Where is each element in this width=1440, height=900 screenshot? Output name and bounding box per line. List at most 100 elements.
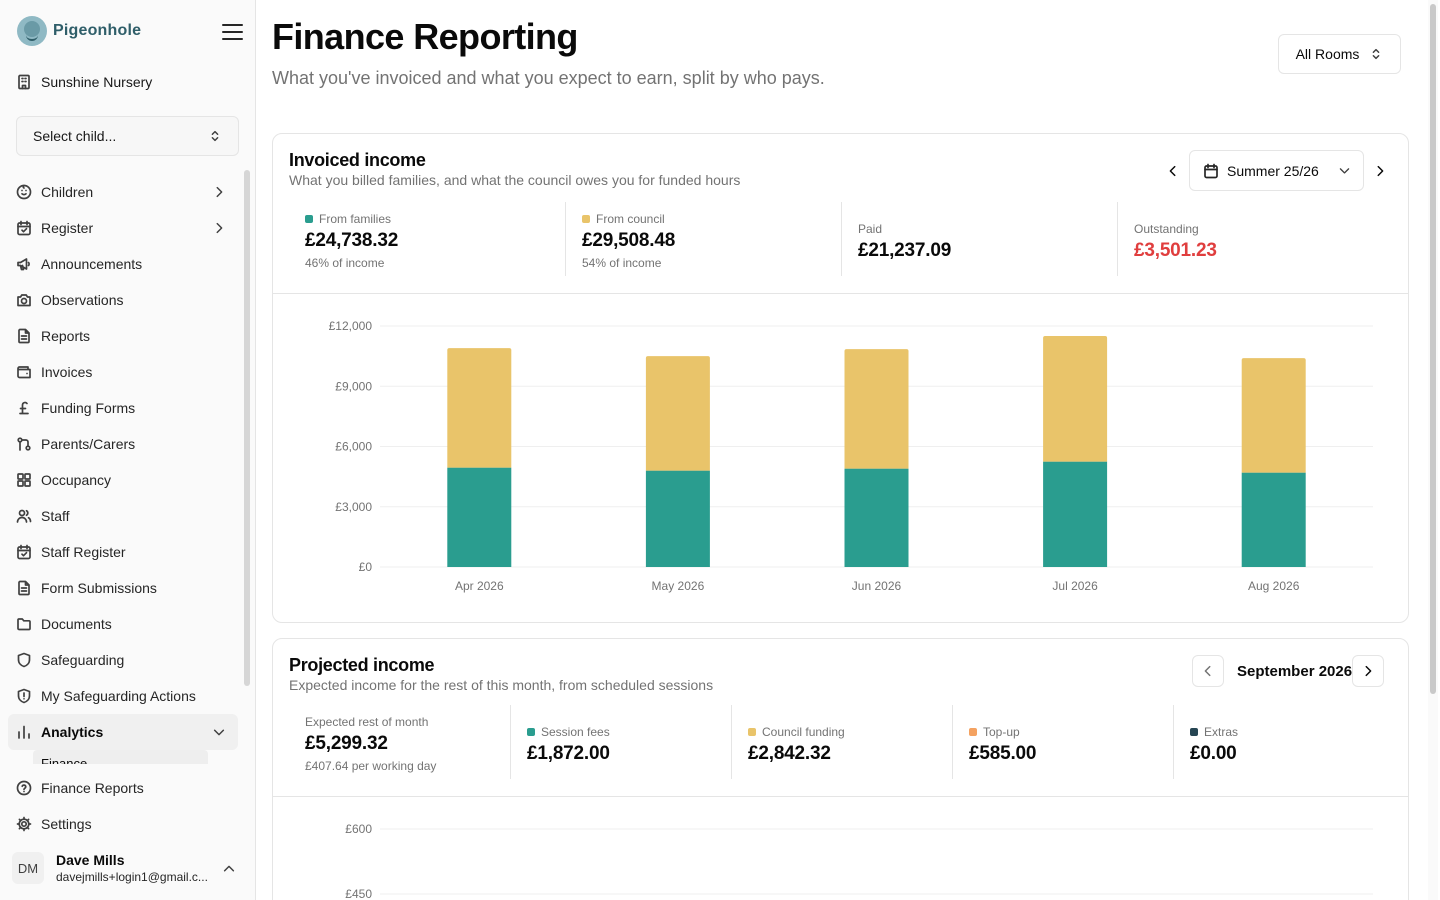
main-content: Finance Reporting What you've invoiced a… (256, 0, 1438, 900)
sidebar-item-finance-reports[interactable]: Finance Reports (8, 770, 238, 806)
child-select[interactable]: Select child... (16, 116, 239, 156)
user-name: Dave Mills (56, 852, 125, 868)
previous-period-button[interactable] (1157, 155, 1189, 187)
sidebar-item-label: Documents (41, 616, 112, 632)
sidebar-item-label: Announcements (41, 256, 143, 272)
session-fees-label: Session fees (541, 725, 610, 739)
stat-session-fees: Session fees £1,872.00 (510, 705, 731, 779)
sidebar-item-my-safeguarding-actions[interactable]: My Safeguarding Actions (8, 678, 238, 714)
sidebar-item-form-submissions[interactable]: Form Submissions (8, 570, 238, 606)
organisation-name: Sunshine Nursery (16, 74, 152, 90)
user-details: Dave Mills davejmills+login1@gmail.c... (56, 852, 216, 884)
paid-label: Paid (858, 222, 883, 236)
sidebar-item-observations[interactable]: Observations (8, 282, 238, 318)
shield-icon (17, 652, 31, 668)
page-title: Finance Reporting (272, 16, 578, 57)
y-tick-label: £9,000 (335, 379, 372, 393)
next-month-button[interactable] (1352, 655, 1384, 687)
bar-families (844, 468, 909, 567)
sidebar-item-label: Analytics (41, 724, 104, 740)
session-fees-legend-dot (527, 728, 535, 736)
y-tick-label: £6,000 (335, 440, 372, 454)
brand-name: Pigeonhole (53, 22, 142, 39)
families-label: From families (319, 212, 392, 226)
shield-alert-icon (17, 688, 31, 704)
sidebar-item-settings[interactable]: Settings (8, 806, 238, 842)
invoiced-stats: From families £24,738.32 46% of income F… (273, 202, 1408, 294)
sidebar-item-children[interactable]: Children (8, 174, 238, 210)
user-menu[interactable]: DM Dave Mills davejmills+login1@gmail.c.… (12, 848, 244, 888)
sidebar-item-register[interactable]: Register (8, 210, 238, 246)
chevron-right-icon (216, 222, 223, 234)
families-legend-dot (305, 215, 313, 223)
sidebar-item-documents[interactable]: Documents (8, 606, 238, 642)
sidebar-item-occupancy[interactable]: Occupancy (8, 462, 238, 498)
building-icon (18, 74, 30, 90)
sidebar-subitem-finance[interactable]: Finance (33, 750, 208, 764)
calendar-check-icon (17, 220, 31, 236)
projected-stats: Expected rest of month £5,299.32 £407.64… (273, 705, 1408, 797)
sidebar-item-safeguarding[interactable]: Safeguarding (8, 642, 238, 678)
sidebar-item-staff[interactable]: Staff (8, 498, 238, 534)
brand[interactable]: Pigeonhole (17, 16, 141, 46)
calendar-icon (1204, 163, 1218, 178)
gear-icon (16, 816, 32, 832)
page-scrollbar[interactable] (1428, 0, 1438, 900)
rooms-filter-select[interactable]: All Rooms (1278, 34, 1401, 74)
period-select[interactable]: Summer 25/26 (1189, 150, 1364, 191)
sidebar-item-label: Parents/Carers (41, 436, 136, 452)
projected-income-card: Projected income Expected income for the… (272, 638, 1409, 900)
sidebar-item-label: Staff Register (41, 544, 126, 560)
sidebar-item-label: Safeguarding (41, 652, 125, 668)
stat-paid: Paid £21,237.09 (841, 202, 1117, 276)
invoiced-income-subtitle: What you billed families, and what the c… (289, 172, 741, 188)
bar-council (447, 348, 512, 468)
sidebar-item-parents-carers[interactable]: Parents/Carers (8, 426, 238, 462)
stat-outstanding: Outstanding £3,501.23 (1117, 202, 1393, 276)
sidebar-item-label: Finance Reports (41, 780, 144, 796)
expected-label: Expected rest of month (305, 715, 429, 729)
grid-icon (17, 473, 31, 487)
sidebar-item-label: Staff (41, 508, 70, 524)
rooms-filter-label: All Rooms (1295, 46, 1360, 62)
sidebar-item-label: Register (41, 220, 94, 236)
sidebar-item-label: Children (41, 184, 94, 200)
help-circle-icon (16, 780, 32, 796)
bar-families (1241, 472, 1306, 567)
extras-label: Extras (1204, 725, 1239, 739)
sidebar-nav: Children Register Announcements Observat… (8, 174, 238, 764)
top-up-label: Top-up (983, 725, 1020, 739)
sidebar-item-label: Observations (41, 292, 124, 308)
next-period-button[interactable] (1364, 155, 1396, 187)
folder-icon (17, 618, 31, 631)
sidebar-item-staff-register[interactable]: Staff Register (8, 534, 238, 570)
bar-council (645, 356, 710, 471)
sidebar-item-analytics[interactable]: Analytics (8, 714, 238, 750)
y-tick-label: £0 (359, 560, 373, 574)
chevron-down-icon (213, 729, 225, 736)
chevron-left-icon (1204, 665, 1211, 677)
sidebar-item-label: Settings (41, 816, 92, 832)
council-funding-label: Council funding (762, 725, 845, 739)
sidebar-item-funding-forms[interactable]: Funding Forms (8, 390, 238, 426)
file-icon (18, 328, 30, 344)
invoiced-income-chart: £0 £3,000 £6,000 £9,000 £12,000 Apr 2026 May 2… (329, 319, 1373, 593)
sidebar-item-invoices[interactable]: Invoices (8, 354, 238, 390)
x-tick-label: Jun 2026 (852, 579, 902, 593)
chevron-right-icon (1365, 665, 1372, 677)
current-month-label: September 2026 (1237, 663, 1353, 680)
menu-toggle-icon[interactable] (222, 24, 243, 40)
stat-label: Top-up (969, 725, 1173, 739)
users-icon (16, 509, 32, 523)
sidebar-item-announcements[interactable]: Announcements (8, 246, 238, 282)
stat-label: From families (305, 212, 565, 226)
council-legend-dot (582, 215, 590, 223)
sidebar-scrollbar[interactable] (244, 170, 250, 686)
bar-families (447, 467, 512, 567)
avatar: DM (12, 852, 44, 884)
bar-council (1043, 336, 1108, 462)
previous-month-button[interactable] (1192, 655, 1224, 687)
sidebar-item-reports[interactable]: Reports (8, 318, 238, 354)
sidebar-item-label: Occupancy (41, 472, 112, 488)
outstanding-label: Outstanding (1134, 222, 1199, 236)
